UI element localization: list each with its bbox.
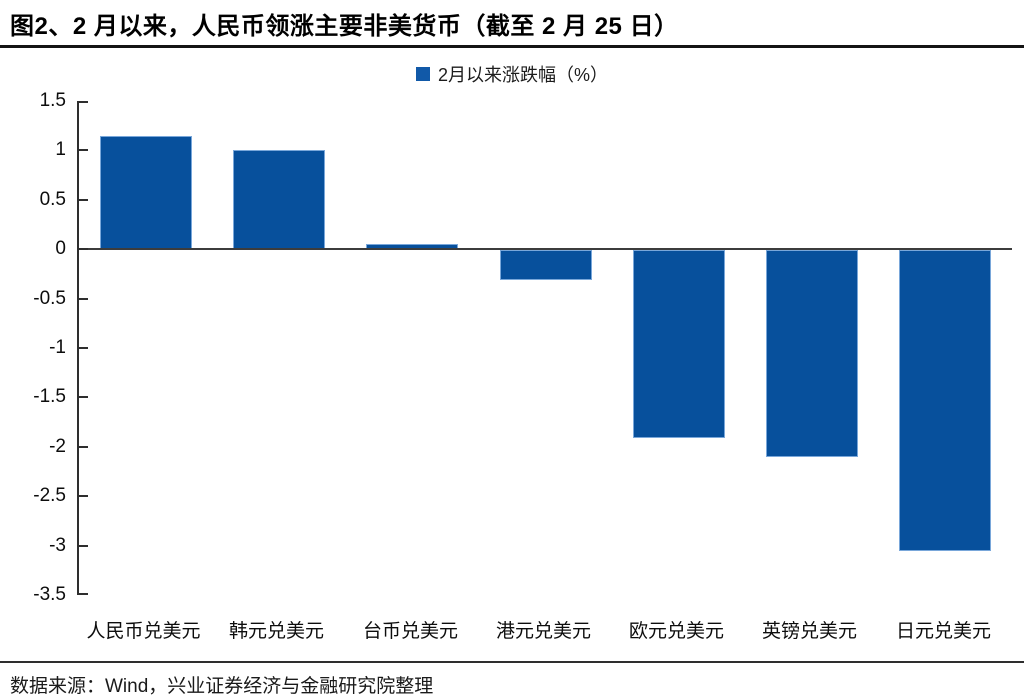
y-tick-label: -1.5 [33,386,66,408]
y-tick-label: -2 [49,435,66,457]
y-tick-label: -2.5 [33,485,66,507]
chart-legend: 2月以来涨跌幅（%） [0,61,1024,87]
bar-欧元兑美元 [633,250,725,438]
bar-韩元兑美元 [233,150,325,249]
x-axis-label: 人民币兑美元 [86,621,201,642]
y-tick-label: -1 [49,337,66,358]
bar-日元兑美元 [899,250,991,551]
bar-英镑兑美元 [766,250,858,457]
y-tick-label: 0.5 [39,188,66,210]
x-axis-label: 港元兑美元 [495,621,591,642]
y-axis-tick [79,149,88,152]
y-tick-label: 0 [55,238,66,260]
x-axis-label: 日元兑美元 [895,621,991,642]
y-tick-label: -0.5 [33,287,66,309]
zero-baseline [79,248,1012,251]
source-note: 数据来源：Wind，兴业证券经济与金融研究院整理 [0,661,1024,698]
legend-swatch-icon [415,67,430,81]
y-axis-labels: 1.5 1 0.5 0 -0.5 -1 -1.5 -2 -2.5 -3 -3.5 [0,90,66,605]
y-tick-label: -3.5 [33,584,66,605]
y-axis-tick [79,101,88,103]
y-axis-tick [79,445,88,448]
x-axis-label: 英镑兑美元 [761,621,857,642]
y-axis-tick [79,198,88,201]
y-tick-label: 1.5 [39,90,66,111]
x-axis-label: 韩元兑美元 [228,621,324,642]
y-axis-tick [79,544,88,547]
y-axis-tick [79,396,88,399]
plot-area [77,101,1012,595]
y-axis-tick [79,248,88,251]
bar-人民币兑美元 [100,136,192,250]
y-tick-label: -3 [49,534,66,556]
y-axis-tick [79,593,88,595]
page-title: 图2、2 月以来，人民币领涨主要非美货币（截至 2 月 25 日） [0,0,1024,48]
x-axis-labels: 人民币兑美元 韩元兑美元 台币兑美元 港元兑美元 欧元兑美元 英镑兑美元 日元兑美元 [77,616,1010,642]
y-axis-tick [79,347,88,349]
bar-港元兑美元 [500,250,592,280]
x-axis-label: 欧元兑美元 [628,621,724,642]
legend-label: 2月以来涨跌幅（%） [437,65,608,85]
y-axis-tick [79,495,88,498]
x-axis-label: 台币兑美元 [362,621,458,642]
bar-chart: 1.5 1 0.5 0 -0.5 -1 -1.5 -2 -2.5 -3 -3.5 人民币兑美元 韩元兑… [0,90,1024,642]
y-axis-tick [79,297,88,300]
y-tick-label: 1 [55,139,66,161]
